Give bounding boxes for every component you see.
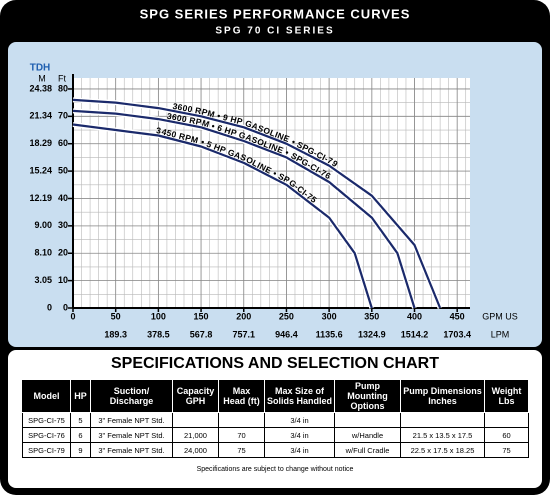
table-cell [400,412,485,428]
table-row: SPG-CI-75 5 3" Female NPT Std. 3/4 in [22,412,529,428]
page-title: SPG SERIES PERFORMANCE CURVES [140,6,411,21]
x2-tick-label: 567.8 [190,329,213,339]
x2-tick-label: 1135.6 [316,329,343,339]
x2-tick-label: 1703.4 [443,329,471,339]
y2-tick-label: 15.24 [29,165,52,175]
table-cell: 3" Female NPT Std. [90,427,173,443]
table-cell: 70 [218,427,265,443]
y-tick-label: 30 [58,220,68,230]
y-tick-label: 0 [63,302,68,312]
table-cell: 21.5 x 13.5 x 17.5 [400,427,485,443]
table-cell: 5 [70,412,91,428]
x-tick-label: 50 [111,311,121,321]
table-cell: SPG-CI-79 [22,442,71,458]
table-body: SPG-CI-75 5 3" Female NPT Std. 3/4 in SPG-CI… [22,412,529,458]
y2-tick-label: 24.38 [29,83,52,93]
page-subtitle: SPG 70 CI SERIES [215,26,334,37]
y2-tick-label: 18.29 [29,138,52,148]
curve [72,123,373,309]
table-cell: 75 [218,442,265,458]
table-cell: 3/4 in [264,442,335,458]
x-tick-label: 400 [407,311,422,321]
table-cell [218,412,265,428]
curve [72,109,416,309]
x2-tick-label: 757.1 [232,329,255,339]
column-header: Weight Lbs [484,379,529,413]
column-header: Capacity GPH [172,379,219,413]
y-tick-label: 70 [58,111,68,121]
x-tick-label: 450 [450,311,465,321]
y2-tick-label: 21.34 [29,111,52,121]
curve [72,98,442,309]
table-cell: w/Full Cradle [334,442,401,458]
x2-tick-label: 189.3 [104,329,127,339]
table-cell: 9 [70,442,91,458]
y-tick-label: 50 [58,165,68,175]
table-cell: 21,000 [172,427,219,443]
y-tick-label: 80 [58,83,68,93]
x2-axis-label: LPM [491,329,510,339]
column-header: Suction/ Discharge [90,379,173,413]
y2-tick-label: 3.05 [34,275,52,285]
column-header: Pump Mounting Options [334,379,401,413]
header-row: Model HP Suction/ Discharge Capacity GPH Max… [22,379,529,413]
y2-tick-label: 8.10 [34,248,52,258]
y-tick-label: 60 [58,138,68,148]
y2-tick-label: 12.19 [29,193,52,203]
table-cell: 3" Female NPT Std. [90,412,173,428]
column-header: Max Size of Solids Handled [264,379,335,413]
x-tick-label: 300 [322,311,337,321]
table-cell [172,412,219,428]
table-cell: 60 [484,427,529,443]
table-title: SPECIFICATIONS AND SELECTION CHART [111,355,439,372]
table-cell: 3/4 in [264,412,335,428]
table-cell [484,412,529,428]
x2-tick-label: 946.4 [275,329,298,339]
x-tick-label: 150 [194,311,209,321]
x-tick-label: 250 [279,311,294,321]
x2-tick-label: 1514.2 [401,329,429,339]
x-tick-label: 100 [151,311,166,321]
y-tick-label: 10 [58,275,68,285]
column-header: Max Head (ft) [218,379,265,413]
x2-tick-label: 1324.9 [358,329,386,339]
table-cell [334,412,401,428]
table-cell: 24,000 [172,442,219,458]
table-cell: 3/4 in [264,427,335,443]
column-header: Pump Dimensions Inches [400,379,485,413]
table-row: SPG-CI-79 9 3" Female NPT Std. 24,000 75 3/4 … [22,442,529,458]
column-header: HP [70,379,91,413]
footnote: Specifications are subject to change wit… [197,466,354,473]
x-tick-label: 0 [70,311,75,321]
table-cell: SPG-CI-75 [22,412,71,428]
table-row: SPG-CI-76 6 3" Female NPT Std. 21,000 70 3/4 … [22,427,529,443]
table-cell: 75 [484,442,529,458]
y2-axis-label: M [38,73,46,83]
table-cell: 3" Female NPT Std. [90,442,173,458]
x-tick-label: 200 [236,311,251,321]
table-cell: 22.5 x 17.5 x 18.25 [400,442,485,458]
y2-tick-label: 9.00 [34,220,52,230]
y2-tick-label: 0 [47,302,52,312]
y-tick-label: 20 [58,248,68,258]
table-cell: 6 [70,427,91,443]
table-cell: w/Handle [334,427,401,443]
table-cell: SPG-CI-76 [22,427,71,443]
y-axis-label: Ft [58,73,66,83]
y-tick-label: 40 [58,193,68,203]
column-header: Model [22,379,71,413]
spec-table: Model HP Suction/ Discharge Capacity GPH Max… [22,379,529,458]
x-tick-label: 350 [364,311,379,321]
x2-tick-label: 378.5 [147,329,170,339]
y-title: TDH [30,63,51,74]
x-axis-label: GPM US [482,311,518,321]
